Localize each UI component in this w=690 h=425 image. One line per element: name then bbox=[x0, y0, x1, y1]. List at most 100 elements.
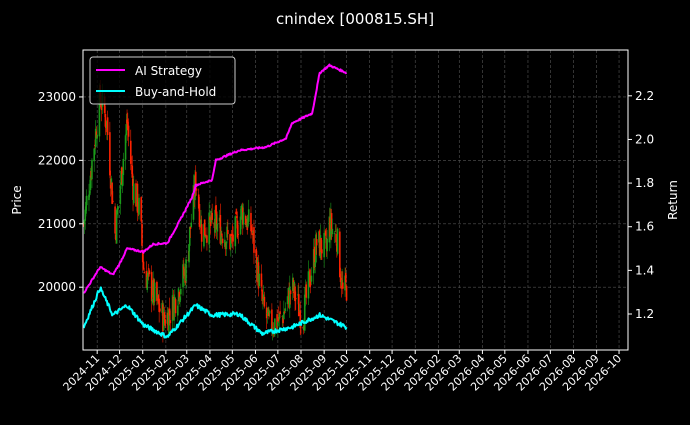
candle-body bbox=[344, 275, 346, 291]
candle-body bbox=[323, 233, 325, 258]
candle-body bbox=[182, 264, 184, 288]
candle-body bbox=[299, 310, 302, 328]
candle-body bbox=[335, 233, 337, 243]
candle-body bbox=[333, 233, 336, 235]
candle-body bbox=[267, 307, 269, 316]
candle-body bbox=[159, 308, 161, 312]
y-right-tick-label: 1.8 bbox=[635, 176, 654, 190]
candle-body bbox=[188, 244, 190, 263]
candle-body bbox=[94, 128, 97, 148]
candle-body bbox=[119, 186, 122, 204]
candle-body bbox=[140, 197, 143, 222]
candle-body bbox=[344, 273, 347, 283]
candle-body bbox=[211, 212, 213, 220]
candle-body bbox=[239, 216, 242, 235]
y-tick-label: 22000 bbox=[38, 153, 76, 167]
candle-body bbox=[179, 297, 181, 303]
candle-body bbox=[215, 211, 218, 230]
candle-body bbox=[98, 88, 101, 137]
candle-body bbox=[274, 318, 276, 335]
candle-body bbox=[334, 230, 337, 232]
candle-body bbox=[342, 282, 344, 289]
candle-body bbox=[185, 259, 187, 281]
series-lines bbox=[82, 63, 348, 339]
candle-body bbox=[278, 313, 281, 320]
y-axis-label: Price bbox=[10, 185, 24, 214]
candle-body bbox=[117, 206, 119, 210]
candle-body bbox=[188, 226, 191, 246]
candle-body bbox=[227, 229, 229, 235]
candle-body bbox=[242, 212, 245, 225]
candle-body bbox=[309, 269, 311, 287]
candle-body bbox=[251, 233, 254, 236]
candle-body bbox=[131, 165, 134, 178]
ai-strategy-line bbox=[83, 63, 348, 294]
candle-body bbox=[336, 228, 339, 254]
candle-body bbox=[258, 273, 260, 287]
candle-body bbox=[247, 209, 250, 222]
candle-body bbox=[279, 311, 281, 314]
candle-body bbox=[178, 291, 181, 301]
y-right-tick-label: 2.2 bbox=[635, 89, 654, 103]
candle-body bbox=[283, 311, 286, 313]
candle-body bbox=[88, 190, 91, 196]
candle-body bbox=[197, 194, 200, 209]
candle-body bbox=[158, 298, 160, 312]
candle-body bbox=[195, 188, 198, 191]
candle-body bbox=[244, 215, 247, 225]
candle-body bbox=[83, 219, 86, 225]
y-right-tick-label: 1.6 bbox=[635, 220, 654, 234]
candle-body bbox=[93, 148, 95, 162]
candle-body bbox=[96, 134, 98, 139]
candle-body bbox=[203, 219, 206, 236]
y-axis-right: 1.2 1.4 1.6 1.8 2.0 2.2 bbox=[628, 89, 654, 321]
candle-body bbox=[95, 131, 98, 138]
candle-body bbox=[297, 294, 300, 317]
candle-body bbox=[136, 183, 139, 213]
candle-body bbox=[221, 238, 224, 244]
candle-body bbox=[162, 308, 165, 331]
candle-body bbox=[138, 197, 140, 215]
candle-body bbox=[283, 311, 285, 320]
y-tick-label: 21000 bbox=[38, 217, 76, 231]
candle-body bbox=[235, 216, 238, 218]
candle-body bbox=[151, 298, 154, 303]
candle-body bbox=[305, 284, 308, 298]
candle-body bbox=[255, 248, 258, 256]
candle-body bbox=[294, 286, 296, 302]
candle-body bbox=[177, 305, 179, 316]
candle-body bbox=[174, 296, 176, 302]
candle-body bbox=[126, 119, 128, 124]
legend-label-ai-strategy: AI Strategy bbox=[135, 64, 202, 78]
candle-body bbox=[147, 272, 149, 277]
candle-body bbox=[142, 261, 145, 270]
candle-body bbox=[174, 299, 177, 314]
candle-body bbox=[103, 96, 106, 113]
candle-body bbox=[164, 319, 166, 326]
candle-body bbox=[125, 124, 128, 136]
candle-body bbox=[203, 224, 205, 247]
candle-body bbox=[261, 289, 263, 301]
candle-body bbox=[345, 285, 348, 301]
candle-body bbox=[121, 173, 124, 187]
legend: AI Strategy Buy-and-Hold bbox=[89, 56, 236, 105]
y-tick-label: 23000 bbox=[38, 90, 76, 104]
candle-body bbox=[163, 312, 166, 320]
candle-body bbox=[268, 310, 271, 314]
candle-body bbox=[309, 284, 312, 286]
candle-body bbox=[294, 298, 297, 300]
candle-body bbox=[109, 132, 111, 176]
candle-body bbox=[85, 201, 87, 214]
chart-title: cnindex [000815.SH] bbox=[276, 10, 434, 28]
candle-body bbox=[219, 214, 222, 244]
y-right-tick-label: 1.4 bbox=[635, 263, 654, 277]
candle-body bbox=[173, 297, 175, 321]
y-tick-label: 20000 bbox=[38, 280, 76, 294]
candle-body bbox=[234, 216, 237, 247]
candle-body bbox=[236, 220, 239, 238]
candle-body bbox=[156, 281, 158, 301]
candle-body bbox=[260, 273, 263, 287]
candle-body bbox=[116, 208, 119, 215]
candle-body bbox=[200, 219, 202, 227]
